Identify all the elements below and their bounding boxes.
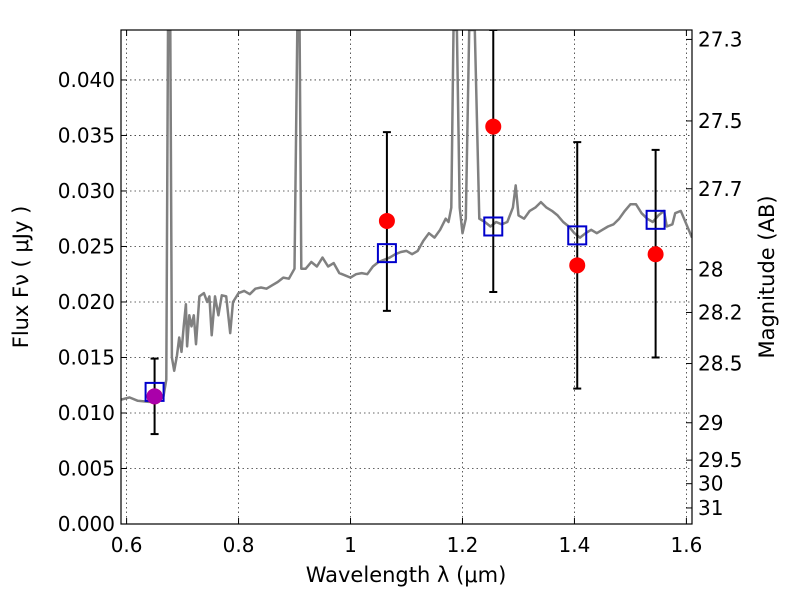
y-tick-label: 0.005: [58, 456, 115, 480]
x-tick-label: 1: [344, 533, 357, 557]
x-tick-label: 0.6: [111, 533, 143, 557]
y-tick-label: 0.010: [58, 401, 115, 425]
observed-flux-point: [647, 246, 664, 263]
y-tick-label: 0.000: [58, 512, 115, 536]
y-tick-label: 0.040: [58, 68, 115, 92]
y2-tick-label: 29: [698, 411, 723, 435]
y2-tick-label: 27.5: [698, 109, 743, 133]
y2-tick-label: 28.5: [698, 352, 743, 376]
x-tick-label: 1.4: [559, 533, 591, 557]
x-axis: 0.6 0.8 1 1.2 1.4 1.6: [111, 30, 702, 557]
x-tick-label: 1.6: [670, 533, 702, 557]
observed-flux-point: [569, 257, 586, 274]
y2-tick-label: 28.2: [698, 300, 743, 324]
y2-tick-label: 29.5: [698, 448, 743, 472]
model-flux-square: [645, 209, 666, 230]
model-flux-square: [376, 243, 397, 264]
y2-tick-label: 27.7: [698, 177, 743, 201]
x-tick-label: 0.8: [223, 533, 255, 557]
y-tick-label: 0.015: [58, 345, 115, 369]
plot-frame: [120, 29, 693, 525]
data-layer: [121, 30, 692, 436]
x-tick-label: 1.2: [447, 533, 479, 557]
model-flux-square: [567, 225, 588, 246]
model-spectrum-line: [121, 30, 692, 404]
y-tick-label: 0.020: [58, 290, 115, 314]
y-tick-label: 0.030: [58, 179, 115, 203]
y2-tick-label: 30: [698, 472, 723, 496]
y-tick-label: 0.035: [58, 123, 115, 147]
grid: [121, 30, 692, 525]
plot-area: [121, 30, 692, 436]
model-flux-square: [483, 216, 504, 237]
y2-tick-label: 27.3: [698, 27, 743, 51]
y-tick-label: 0.025: [58, 234, 115, 258]
observed-flux-point: [485, 118, 502, 135]
y-axis-title: Flux Fν ( μJy ): [9, 206, 33, 349]
y-axis: 0.000 0.005 0.010 0.015 0.020 0.025 0.030 0.035…: [58, 68, 127, 536]
x-axis-title: Wavelength λ (μm): [306, 563, 507, 587]
y2-axis-title: Magnitude (AB): [755, 195, 779, 358]
y2-tick-label: 31: [698, 496, 723, 520]
highlight-point: [146, 388, 163, 405]
observed-flux-point: [378, 212, 395, 229]
y2-tick-label: 28: [698, 258, 723, 282]
